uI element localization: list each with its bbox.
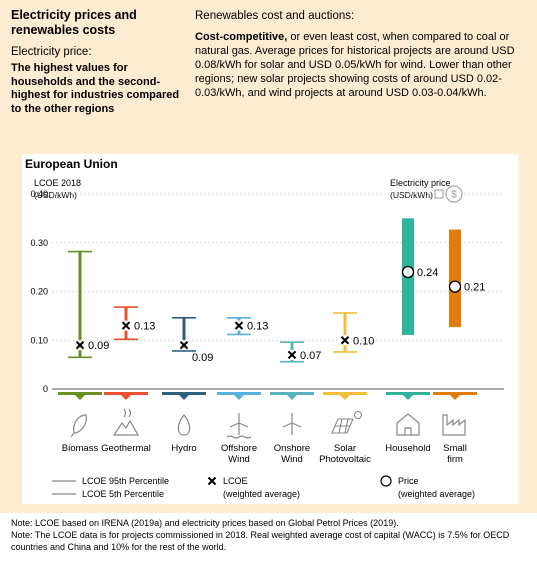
category-label: Geothermal xyxy=(101,443,151,454)
category-base-arrow xyxy=(75,395,85,400)
category-label: Wind xyxy=(281,454,303,465)
category-base-arrow xyxy=(287,395,297,400)
legend-p5-label: LCOE 5th Percentile xyxy=(82,489,164,499)
header-right: Renewables cost and auctions: Cost-compe… xyxy=(195,10,530,100)
category-base-bar xyxy=(433,392,477,395)
note-1: Note: LCOE based on IRENA (2019a) and el… xyxy=(11,518,399,528)
lcoe-value-label: 0.10 xyxy=(353,335,374,347)
solar-pv-icon xyxy=(331,418,354,434)
price-text: The highest values for households and th… xyxy=(11,62,180,115)
renewables-body: or even least cost, when compared to coa… xyxy=(195,31,515,99)
lcoe-value-label: 0.07 xyxy=(300,350,321,362)
category-base-bar xyxy=(386,392,430,395)
category-label: Biomass xyxy=(62,443,99,454)
geothermal-icon xyxy=(112,408,140,436)
biomass-icon xyxy=(70,414,87,438)
price-value-label: 0.24 xyxy=(417,267,438,279)
dollar-icon-glyph: $ xyxy=(451,190,457,201)
chart-panel: European Union LCOE 2018 (USD/kWh) Electric… xyxy=(0,134,537,513)
page-title: Electricity prices and renewables costs xyxy=(11,8,137,37)
notes: Note: LCOE based on IRENA (2019a) and el… xyxy=(11,517,531,553)
chart-svg: European Union LCOE 2018 (USD/kWh) Electric… xyxy=(25,157,504,499)
lcoe-marker xyxy=(179,340,189,350)
hydro-icon xyxy=(177,414,191,436)
header-left: Electricity prices and renewables costs … xyxy=(11,8,186,116)
onshore-wind-icon xyxy=(282,413,302,435)
category-base-bar xyxy=(162,392,206,395)
category-base-arrow xyxy=(121,395,131,400)
dollar-icon xyxy=(445,185,463,203)
category-label: Photovoltaic xyxy=(319,454,371,465)
lcoe-marker xyxy=(75,340,85,350)
price-value-label: 0.21 xyxy=(464,282,485,294)
lcoe-value-label: 0.13 xyxy=(247,321,268,333)
category-base-arrow xyxy=(179,395,189,400)
legend-price-marker xyxy=(380,475,392,487)
category-base-arrow xyxy=(340,395,350,400)
legend-p95-label: LCOE 95th Percentile xyxy=(82,476,169,486)
category-base-bar xyxy=(270,392,314,395)
price-axis-unit: (USD/kWh) xyxy=(390,190,433,200)
y-tick-label: 0 xyxy=(43,384,48,394)
lcoe-value-label: 0.09 xyxy=(192,352,213,364)
lcoe-value-label: 0.13 xyxy=(134,321,155,333)
category-label: Household xyxy=(385,443,430,454)
y-tick-label: 0.10 xyxy=(30,335,48,345)
category-label: Hydro xyxy=(171,443,196,454)
header-panel: Electricity prices and renewables costs … xyxy=(0,0,537,134)
lcoe-marker xyxy=(234,321,244,330)
household-icon xyxy=(396,413,420,436)
category-label: Offshore xyxy=(221,443,257,454)
category-base-arrow xyxy=(234,395,244,400)
lcoe-value-label: 0.09 xyxy=(88,340,109,352)
y-axis-label: LCOE 2018 xyxy=(34,178,81,188)
category-base-bar xyxy=(323,392,367,395)
small-firm-icon xyxy=(442,414,466,436)
offshore-wind-icon xyxy=(226,413,252,439)
y-axis-unit: (USD/kWh) xyxy=(34,190,77,200)
plug-icon xyxy=(434,189,444,199)
sun-icon xyxy=(353,410,363,420)
price-range-bar xyxy=(449,229,461,328)
renewables-bold: Cost-competitive, xyxy=(195,31,288,43)
chart-area: European Union LCOE 2018 (USD/kWh) Electric… xyxy=(22,154,519,504)
price-marker xyxy=(401,265,415,279)
category-label: Solar xyxy=(334,443,356,454)
category-base-bar xyxy=(58,392,102,395)
renewables-text: Cost-competitive, or even least cost, wh… xyxy=(195,30,530,100)
note-2: Note: The LCOE data is for projects comm… xyxy=(11,530,510,552)
category-base-bar xyxy=(217,392,261,395)
legend-price-sub: (weighted average) xyxy=(398,489,475,499)
category-label: firm xyxy=(447,454,463,465)
price-axis-label: Electricity price xyxy=(390,178,451,188)
price-marker xyxy=(448,280,462,293)
legend-lcoe-label: LCOE xyxy=(223,476,248,486)
lcoe-marker xyxy=(287,350,297,360)
y-tick-label: 0.20 xyxy=(30,287,48,297)
category-label: Onshore xyxy=(274,443,310,454)
category-label: Wind xyxy=(228,454,250,465)
lcoe-marker xyxy=(340,336,350,345)
category-label: Small xyxy=(443,443,467,454)
region-label: European Union xyxy=(25,157,118,171)
price-heading: Electricity price: xyxy=(11,46,92,58)
category-base-bar xyxy=(104,392,148,395)
legend-price-label: Price xyxy=(398,476,419,486)
y-tick-label: 0.40 xyxy=(30,189,48,199)
legend-lcoe-sub: (weighted average) xyxy=(223,489,300,499)
renewables-heading: Renewables cost and auctions: xyxy=(195,10,355,22)
y-tick-label: 0.30 xyxy=(30,238,48,248)
category-base-arrow xyxy=(403,395,413,400)
lcoe-marker xyxy=(121,321,131,330)
category-base-arrow xyxy=(450,395,460,400)
legend-lcoe-marker xyxy=(207,476,217,486)
